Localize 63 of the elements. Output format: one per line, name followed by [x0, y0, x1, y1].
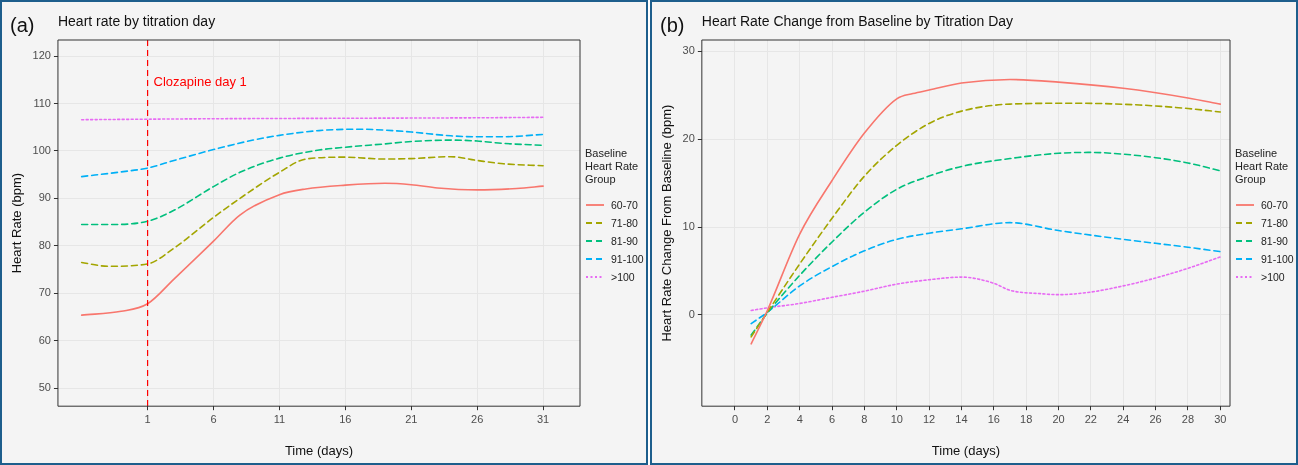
line-series	[750, 256, 1222, 312]
legend-label: >100	[611, 271, 635, 283]
x-tick-label: 31	[536, 412, 550, 425]
legend-title: Baseline Heart Rate Group	[585, 147, 640, 186]
line-series	[80, 182, 544, 316]
legend-label: 60-70	[1261, 199, 1288, 211]
line-series	[750, 151, 1222, 336]
y-axis-title: Heart Rate (bpm)	[9, 172, 25, 274]
y-axis-title: Heart Rate Change From Baseline (bpm)	[659, 104, 675, 342]
y-tick-label: 70	[38, 286, 51, 299]
x-tick-label: 26	[1149, 412, 1162, 425]
legend-label: >100	[1261, 271, 1285, 283]
legend-label: 81-90	[1261, 235, 1288, 247]
x-tick-label: 2	[764, 412, 771, 425]
legend-label: 81-90	[611, 235, 638, 247]
y-tick-label: 110	[33, 96, 51, 109]
y-tick-label: 60	[38, 333, 51, 346]
x-tick-label: 12	[922, 412, 936, 425]
x-tick-label: 6	[210, 412, 217, 425]
line-series	[80, 139, 544, 226]
y-tick-label: 90	[38, 191, 51, 204]
x-tick-label: 4	[796, 412, 803, 425]
y-tick-label: 120	[32, 49, 51, 62]
legend-title: Baseline Heart Rate Group	[1235, 147, 1290, 186]
legend-label: 91-100	[611, 253, 644, 265]
x-tick-label: 0	[731, 412, 739, 425]
x-tick-label: 1	[144, 412, 151, 425]
x-tick-label: 30	[1214, 412, 1227, 425]
line-series	[80, 155, 544, 268]
x-tick-label: 28	[1181, 412, 1195, 425]
text: (a)	[10, 13, 35, 36]
x-tick-label: 18	[1020, 412, 1033, 425]
y-tick-label: 10	[682, 220, 695, 233]
x-tick-label: 16	[339, 412, 352, 425]
y-tick-label: 100	[32, 144, 51, 157]
legend-label: 60-70	[611, 199, 638, 211]
ref-line-label: Clozapine day 1	[153, 73, 247, 89]
line-series	[750, 221, 1222, 325]
y-tick-label: 20	[682, 132, 695, 145]
x-tick-label: 11	[273, 412, 286, 425]
y-tick-label: 0	[688, 307, 695, 320]
y-tick-label: 50	[38, 381, 51, 394]
x-tick-label: 24	[1117, 412, 1130, 425]
text: (b)	[660, 13, 685, 36]
chart-title: Heart Rate Change from Baseline by Titration Day	[701, 12, 1014, 29]
legend-label: 71-80	[1261, 217, 1288, 229]
x-axis-title: Time (days)	[284, 442, 354, 458]
y-tick-label: 30	[682, 44, 695, 57]
x-tick-label: 14	[955, 412, 968, 425]
x-tick-label: 10	[890, 412, 903, 425]
legend-label: 91-100	[1261, 253, 1294, 265]
x-tick-label: 21	[405, 412, 418, 425]
line-series	[80, 128, 544, 178]
x-tick-label: 6	[828, 412, 836, 425]
x-axis-title: Time (days)	[931, 442, 1000, 458]
x-tick-label: 26	[471, 412, 484, 425]
y-tick-label: 80	[38, 238, 51, 251]
legend-label: 71-80	[611, 217, 638, 229]
x-tick-label: 16	[987, 412, 1000, 425]
chart-title: Heart rate by titration day	[57, 12, 216, 29]
x-tick-label: 20	[1052, 412, 1065, 425]
x-tick-label: 22	[1084, 412, 1098, 425]
x-tick-label: 8	[861, 412, 868, 425]
